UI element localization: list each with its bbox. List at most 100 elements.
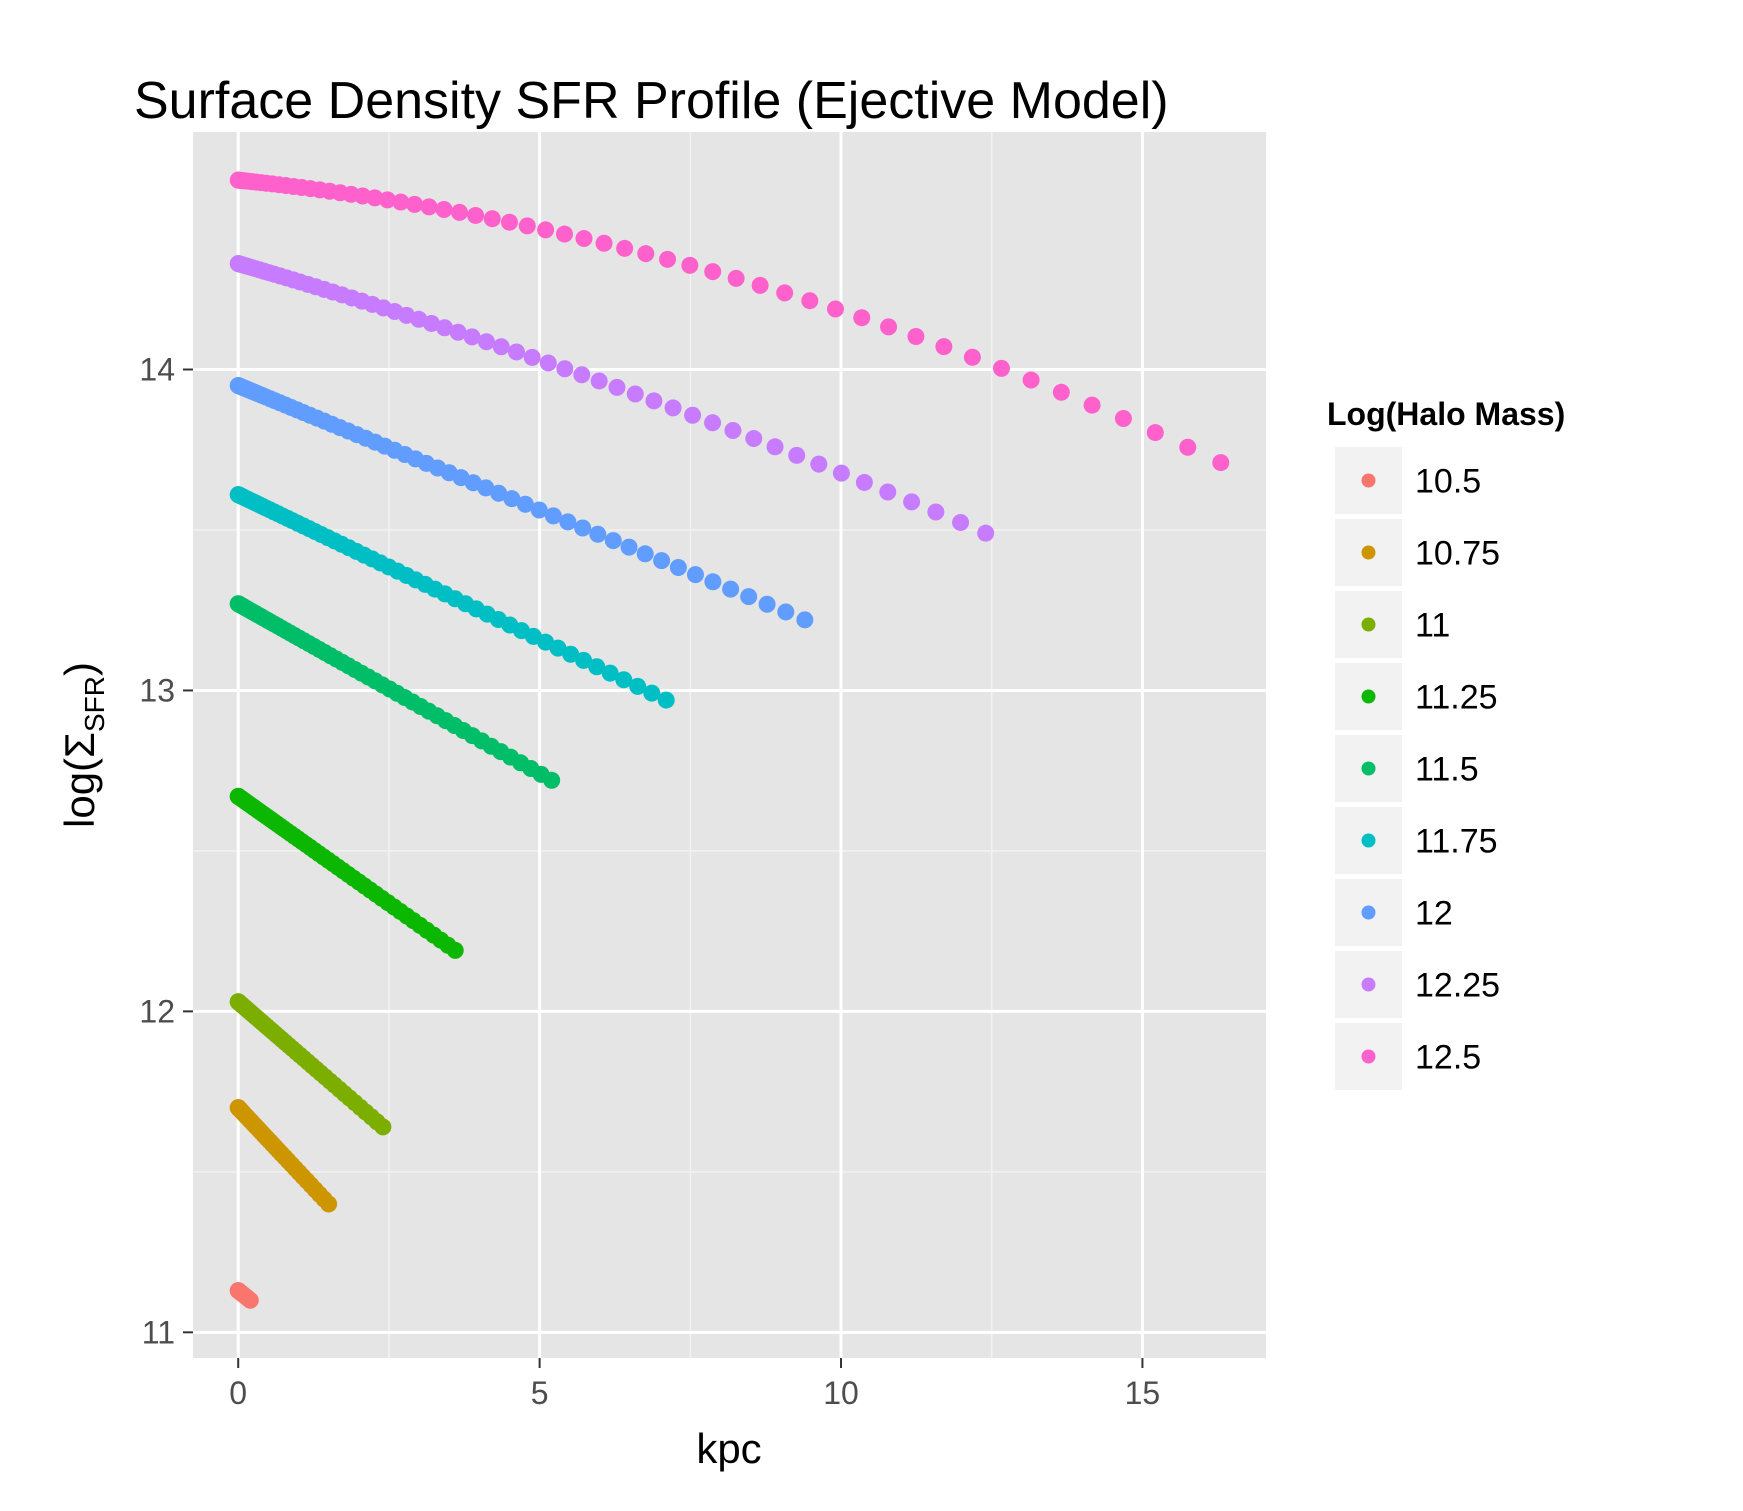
point	[758, 595, 776, 613]
point	[801, 292, 819, 310]
x-axis: 0 5 10 15	[229, 1358, 1160, 1411]
point	[446, 941, 464, 959]
y-axis-title-subscript: SFR	[79, 676, 110, 732]
point	[449, 323, 467, 341]
legend-item: 11.75	[1333, 805, 1498, 876]
point	[539, 354, 557, 372]
point	[588, 658, 606, 676]
point	[1022, 371, 1040, 389]
point	[879, 483, 897, 501]
legend-item: 10.75	[1333, 517, 1500, 588]
point	[575, 230, 593, 248]
series-12	[229, 377, 814, 629]
point	[645, 392, 663, 410]
point	[590, 372, 608, 390]
series-11	[229, 993, 392, 1136]
point	[544, 507, 562, 525]
point	[523, 348, 541, 366]
point	[788, 446, 806, 464]
point	[467, 206, 485, 224]
legend-label: 10.75	[1415, 535, 1500, 573]
series-12.25	[229, 255, 995, 542]
point	[477, 479, 495, 497]
series-10.5	[229, 1282, 259, 1309]
series-10.75	[229, 1099, 338, 1213]
point	[615, 671, 633, 689]
point	[559, 513, 577, 531]
legend-label: 11	[1415, 607, 1450, 645]
legend-key-point	[1361, 905, 1376, 920]
series-12.5	[229, 171, 1230, 472]
point	[777, 603, 795, 621]
point	[451, 203, 469, 221]
y-tick-label: 13	[139, 672, 175, 708]
plot-panel	[193, 132, 1266, 1358]
series-11.75	[229, 486, 675, 709]
point	[935, 338, 953, 356]
y-axis-title-suffix: )	[56, 662, 103, 676]
point	[704, 414, 722, 432]
x-tick-label: 15	[1125, 1375, 1161, 1411]
point	[392, 193, 410, 211]
legend-item: 11	[1333, 589, 1450, 660]
point	[463, 328, 481, 346]
point	[422, 314, 440, 332]
point	[1212, 454, 1230, 472]
legend-key-point	[1361, 1049, 1376, 1064]
point	[669, 559, 687, 577]
point	[826, 300, 844, 318]
point	[880, 318, 898, 336]
point	[1114, 410, 1132, 428]
point	[722, 580, 740, 598]
legend-item: 12.5	[1333, 1021, 1481, 1092]
point	[1052, 383, 1070, 401]
point	[855, 473, 873, 491]
grid-major	[193, 132, 1266, 1358]
point	[616, 239, 634, 257]
point	[704, 573, 722, 591]
point	[436, 319, 454, 337]
point	[435, 201, 453, 219]
series-11.25	[229, 787, 464, 959]
point	[636, 545, 654, 563]
point	[573, 366, 591, 384]
point	[406, 195, 424, 213]
point	[500, 213, 518, 231]
point	[608, 378, 626, 396]
legend-label: 12.5	[1415, 1039, 1481, 1077]
legend-label: 11.5	[1415, 751, 1479, 789]
y-axis: 11 12 13 14	[139, 351, 193, 1350]
legend-title: Log(Halo Mass)	[1327, 396, 1565, 432]
point	[508, 343, 526, 361]
point	[907, 327, 925, 345]
legend-key-point	[1361, 545, 1376, 560]
point	[604, 532, 622, 550]
point	[490, 484, 508, 502]
legend-label: 10.5	[1415, 463, 1481, 501]
point	[686, 566, 704, 584]
point	[241, 1291, 259, 1309]
legend-key	[1333, 445, 1404, 516]
point	[637, 245, 655, 263]
point	[832, 464, 850, 482]
point	[629, 677, 647, 695]
point	[477, 333, 495, 351]
y-tick-label: 14	[139, 351, 175, 387]
point	[543, 771, 561, 789]
point	[643, 684, 661, 702]
point	[903, 493, 921, 511]
y-axis-title: log(ΣSFR)	[56, 662, 110, 828]
legend-key-point	[1361, 473, 1376, 488]
legend-item: 12.25	[1333, 949, 1500, 1020]
x-tick-label: 0	[229, 1375, 247, 1411]
point	[977, 524, 995, 542]
point	[653, 552, 671, 570]
point	[379, 191, 397, 209]
series-11.5	[229, 595, 561, 789]
point	[492, 338, 510, 356]
point	[589, 525, 607, 543]
legend-item: 12	[1333, 877, 1453, 948]
legend-label: 12	[1415, 895, 1453, 933]
chart-title: Surface Density SFR Profile (Ejective Mo…	[134, 72, 1169, 130]
y-tick-label: 12	[139, 993, 175, 1029]
